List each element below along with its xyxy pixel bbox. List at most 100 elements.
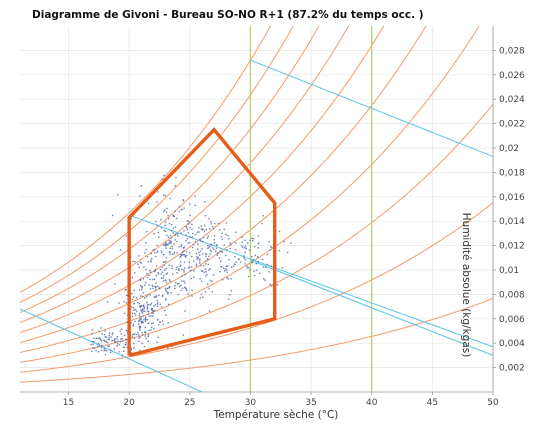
data-point: [148, 315, 150, 317]
data-point: [176, 252, 178, 254]
rh-curve-50: [20, 26, 427, 344]
data-point: [172, 227, 175, 229]
data-point: [174, 239, 176, 241]
data-point: [191, 289, 193, 292]
data-point: [234, 249, 237, 251]
data-point: [197, 257, 199, 259]
data-point: [139, 329, 141, 331]
data-point: [183, 267, 186, 269]
rh-curve-80: [20, 26, 320, 313]
data-point: [144, 317, 147, 319]
data-point: [147, 333, 150, 336]
data-point: [196, 258, 198, 261]
data-point: [130, 218, 132, 220]
data-point: [281, 267, 283, 269]
data-point: [167, 217, 170, 220]
data-point: [103, 350, 105, 352]
data-point: [207, 244, 209, 247]
data-point: [141, 334, 144, 336]
data-point: [150, 259, 152, 262]
data-point: [169, 253, 171, 255]
data-point: [171, 247, 174, 250]
data-point: [116, 344, 118, 347]
data-point: [191, 223, 193, 226]
data-point: [165, 234, 168, 236]
data-point: [131, 312, 134, 315]
data-point: [201, 229, 204, 231]
data-point: [138, 340, 140, 342]
data-point: [181, 251, 184, 253]
data-point: [157, 336, 159, 339]
data-point: [166, 207, 168, 210]
data-point: [244, 251, 246, 254]
data-point: [225, 254, 227, 257]
data-point: [176, 266, 178, 268]
data-point: [173, 243, 175, 245]
data-point: [159, 268, 162, 271]
data-point: [164, 245, 167, 247]
data-point: [143, 319, 145, 321]
data-point: [160, 227, 163, 229]
data-point: [163, 264, 165, 266]
data-point: [194, 240, 197, 243]
data-point: [168, 264, 171, 266]
data-point: [134, 272, 136, 274]
y-tick-label: 0,02: [499, 144, 519, 154]
data-point: [181, 275, 183, 277]
relative-humidity-curves: [20, 26, 493, 383]
data-point: [167, 322, 169, 324]
data-point: [144, 316, 147, 318]
rh-curve-70: [20, 26, 350, 324]
data-point: [146, 306, 149, 309]
data-point: [148, 329, 150, 332]
data-point: [201, 240, 204, 243]
data-point: [208, 287, 210, 290]
data-point: [183, 253, 186, 256]
data-point: [148, 274, 150, 277]
comfort-zone: [127, 127, 277, 358]
data-point: [141, 287, 143, 289]
data-point: [187, 293, 189, 295]
data-point: [104, 340, 106, 342]
data-point: [138, 334, 140, 336]
data-point: [162, 261, 165, 263]
data-point: [145, 248, 148, 251]
data-point: [133, 309, 135, 311]
data-point: [156, 300, 158, 302]
data-point: [152, 287, 154, 290]
data-point: [194, 195, 196, 197]
data-point: [270, 265, 273, 267]
data-point: [150, 252, 152, 255]
data-point: [160, 273, 162, 275]
data-point: [175, 176, 177, 179]
data-point: [123, 334, 126, 337]
data-point: [100, 346, 103, 349]
data-point: [221, 251, 224, 253]
data-point: [143, 304, 145, 306]
data-point: [211, 290, 214, 293]
data-point: [251, 262, 253, 264]
data-point: [108, 338, 110, 341]
data-point: [262, 258, 264, 261]
data-point: [168, 303, 170, 306]
data-point: [162, 323, 164, 326]
data-point: [146, 273, 148, 275]
data-point: [170, 240, 172, 243]
data-point: [107, 338, 109, 340]
data-point: [91, 340, 93, 343]
data-point: [141, 304, 143, 307]
data-point: [183, 261, 186, 264]
data-point: [165, 314, 167, 316]
x-tick-label: 40: [366, 398, 378, 408]
data-point: [103, 339, 105, 342]
data-point: [98, 337, 100, 340]
data-point: [244, 245, 247, 247]
data-point: [259, 272, 261, 275]
data-point: [103, 347, 106, 350]
data-point: [221, 232, 223, 234]
data-point: [262, 266, 265, 269]
data-point: [241, 246, 244, 249]
data-point: [150, 302, 153, 304]
data-point: [140, 315, 142, 318]
data-point: [158, 321, 161, 323]
